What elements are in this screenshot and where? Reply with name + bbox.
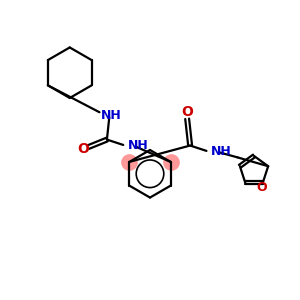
- Text: O: O: [256, 181, 267, 194]
- Text: NH: NH: [128, 139, 148, 152]
- Text: O: O: [77, 142, 89, 155]
- Text: NH: NH: [101, 109, 122, 122]
- Text: O: O: [181, 105, 193, 119]
- Text: NH: NH: [211, 145, 232, 158]
